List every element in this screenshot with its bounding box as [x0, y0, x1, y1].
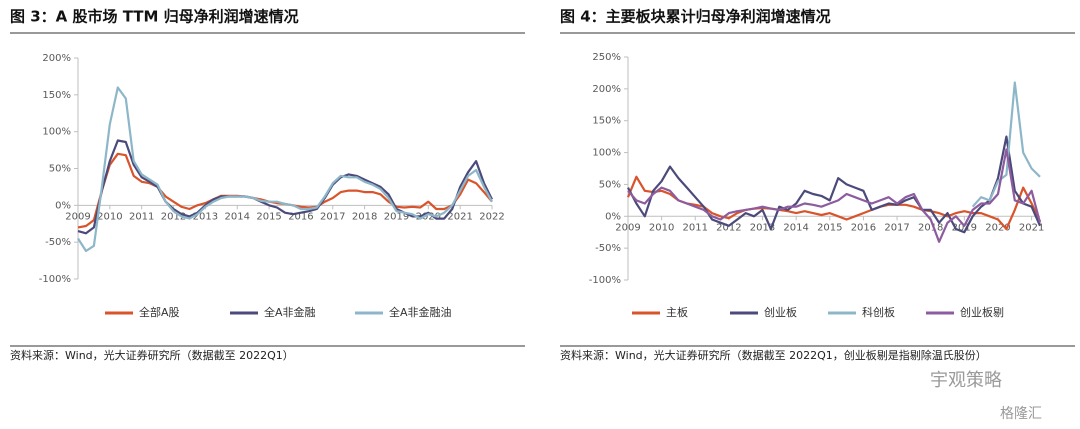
y-tick-label: 100% [592, 148, 621, 159]
x-tick-label: 2012 [716, 222, 741, 233]
legend-label: 主板 [666, 305, 688, 319]
y-tick-label: 100% [42, 127, 71, 138]
x-tick-label: 2018 [918, 222, 943, 233]
x-tick-label: 2016 [288, 211, 313, 222]
x-tick-label: 2021 [1019, 222, 1044, 233]
x-tick-label: 2009 [615, 222, 640, 233]
legend-label: 创业板剔 [960, 305, 1004, 319]
y-tick-label: 50% [599, 179, 621, 190]
x-tick-label: 2012 [161, 211, 186, 222]
legend-label: 创业板 [764, 305, 797, 319]
x-tick-label: 2014 [783, 222, 808, 233]
chart-title: 图 4：主要板块累计归母净利润增速情况 [560, 8, 831, 26]
x-tick-label: 2013 [193, 211, 218, 222]
y-tick-label: 50% [49, 164, 71, 175]
x-tick-label: 2014 [225, 211, 250, 222]
legend-label: 全A非金融 [264, 305, 316, 319]
x-tick-label: 2020 [416, 211, 441, 222]
y-tick-label: 0% [605, 211, 621, 222]
x-tick-label: 2020 [985, 222, 1010, 233]
x-tick-label: 2010 [649, 222, 674, 233]
y-tick-label: 250% [592, 52, 621, 63]
x-tick-label: 2021 [447, 211, 472, 222]
x-tick-label: 2013 [750, 222, 775, 233]
legend-label: 全A非金融油 [389, 305, 452, 319]
y-tick-label: -50% [45, 237, 71, 248]
x-tick-label: 2015 [256, 211, 281, 222]
x-tick-label: 2018 [352, 211, 377, 222]
series-line [971, 81, 1041, 208]
y-tick-label: -100% [589, 275, 621, 286]
y-tick-label: -50% [595, 243, 621, 254]
x-tick-label: 2010 [97, 211, 122, 222]
y-tick-label: 200% [42, 53, 71, 64]
watermark: 宇观策略 [930, 370, 1002, 391]
x-tick-label: 2019 [952, 222, 977, 233]
y-tick-label: 150% [592, 116, 621, 127]
x-tick-label: 2011 [683, 222, 708, 233]
x-tick-label: 2016 [851, 222, 876, 233]
series-line [627, 135, 1042, 234]
x-tick-label: 2019 [384, 211, 409, 222]
chart-title: 图 3：A 股市场 TTM 归母净利润增速情况 [10, 8, 299, 26]
y-tick-label: 0% [55, 200, 71, 211]
y-tick-label: 200% [592, 84, 621, 95]
x-tick-label: 2017 [884, 222, 909, 233]
x-tick-label: 2015 [817, 222, 842, 233]
y-tick-label: -100% [39, 274, 71, 285]
legend-label: 科创板 [862, 305, 895, 319]
source-note: 资料来源：Wind，光大证券研究所（数据截至 2022Q1，创业板剔是指剔除温氏… [560, 348, 987, 362]
x-tick-label: 2022 [479, 211, 504, 222]
legend-label: 全部A股 [139, 305, 180, 319]
series-line [77, 139, 493, 235]
source-note: 资料来源：Wind，光大证券研究所（数据截至 2022Q1） [10, 348, 294, 362]
x-tick-label: 2017 [320, 211, 345, 222]
series-line [77, 86, 493, 253]
x-tick-label: 2009 [65, 211, 90, 222]
y-tick-label: 150% [42, 90, 71, 101]
x-tick-label: 2011 [129, 211, 154, 222]
watermark: 格隆汇 [1000, 406, 1042, 422]
series-line [627, 148, 1042, 243]
